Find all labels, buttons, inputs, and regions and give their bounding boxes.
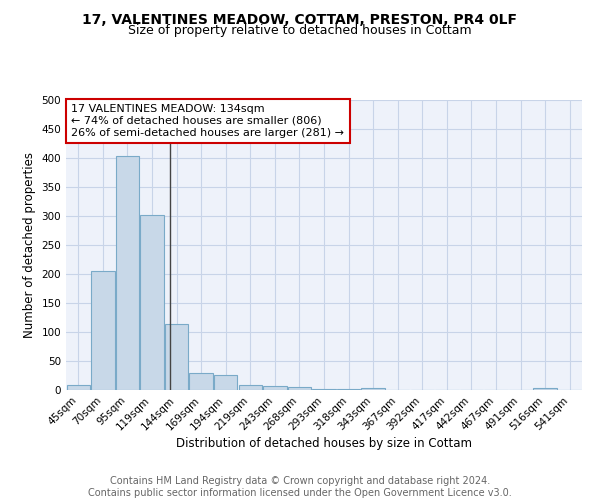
- Bar: [337, 389, 360, 390]
- Bar: [116, 156, 139, 390]
- Text: Contains HM Land Registry data © Crown copyright and database right 2024.
Contai: Contains HM Land Registry data © Crown c…: [88, 476, 512, 498]
- Bar: [288, 387, 311, 390]
- Text: Size of property relative to detached houses in Cottam: Size of property relative to detached ho…: [128, 24, 472, 37]
- Bar: [67, 386, 90, 390]
- Bar: [140, 215, 164, 390]
- Bar: [91, 271, 115, 390]
- Bar: [313, 389, 335, 390]
- Bar: [361, 388, 385, 390]
- Bar: [190, 372, 213, 390]
- Text: 17 VALENTINES MEADOW: 134sqm
← 74% of detached houses are smaller (806)
26% of s: 17 VALENTINES MEADOW: 134sqm ← 74% of de…: [71, 104, 344, 138]
- Text: 17, VALENTINES MEADOW, COTTAM, PRESTON, PR4 0LF: 17, VALENTINES MEADOW, COTTAM, PRESTON, …: [83, 12, 517, 26]
- X-axis label: Distribution of detached houses by size in Cottam: Distribution of detached houses by size …: [176, 438, 472, 450]
- Bar: [165, 324, 188, 390]
- Bar: [214, 375, 238, 390]
- Bar: [533, 388, 557, 390]
- Y-axis label: Number of detached properties: Number of detached properties: [23, 152, 36, 338]
- Bar: [263, 386, 287, 390]
- Bar: [239, 386, 262, 390]
